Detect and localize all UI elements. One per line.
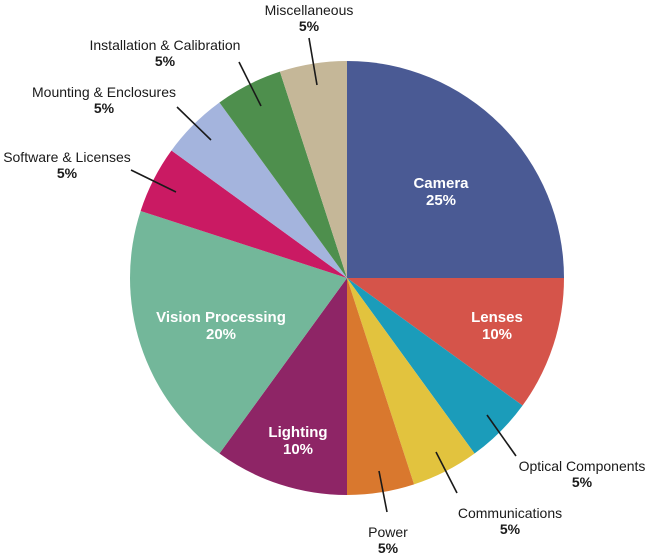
slice-percent-optical-components: 5% (572, 474, 593, 490)
slice-percent-communications: 5% (500, 521, 521, 537)
pie-slice-lighting (219, 278, 347, 495)
slice-percent-camera: 25% (426, 192, 456, 209)
slice-label-power: Power (368, 524, 408, 540)
pie-slice-mounting-and-enclosures (171, 102, 347, 278)
slice-percent-miscellaneous: 5% (299, 18, 320, 34)
slice-label-software-and-licenses: Software & Licenses (3, 149, 131, 165)
slice-percent-lenses: 10% (482, 326, 512, 343)
pie-slice-lenses (347, 278, 564, 406)
pie-slice-camera (347, 61, 564, 278)
slice-label-mounting-and-enclosures: Mounting & Enclosures (32, 84, 176, 100)
leader-line-mounting-and-enclosures (176, 106, 212, 141)
slice-label-lenses: Lenses (471, 309, 523, 326)
slice-percent-lighting: 10% (283, 441, 313, 458)
leader-line-software-and-licenses (130, 169, 177, 193)
pie-slice-optical-components (347, 278, 523, 454)
leader-line-optical-components (486, 414, 517, 457)
pie-slice-power (347, 278, 415, 495)
slice-label-camera: Camera (413, 175, 469, 192)
slice-percent-installation-and-calibration: 5% (155, 53, 176, 69)
leader-line-communications (435, 451, 458, 494)
leader-line-power (378, 470, 388, 513)
pie-slice-communications (347, 278, 475, 485)
pie-slice-installation-and-calibration (219, 71, 347, 279)
pie-slice-vision-processing (129, 210, 347, 454)
slice-label-installation-and-calibration: Installation & Calibration (90, 37, 241, 53)
slice-label-optical-components: Optical Components (519, 458, 646, 474)
leader-line-miscellaneous (308, 37, 318, 86)
pie-slice-software-and-licenses (140, 150, 347, 278)
slice-label-communications: Communications (458, 505, 562, 521)
slice-label-miscellaneous: Miscellaneous (265, 2, 354, 18)
leader-line-installation-and-calibration (238, 61, 262, 107)
slice-percent-power: 5% (378, 540, 399, 556)
pie-slice-miscellaneous (279, 61, 347, 278)
slice-percent-mounting-and-enclosures: 5% (94, 100, 115, 116)
slice-label-lighting: Lighting (268, 424, 327, 441)
slice-label-vision-processing: Vision Processing (156, 309, 286, 326)
slice-percent-vision-processing: 20% (206, 326, 236, 343)
slice-percent-software-and-licenses: 5% (57, 165, 78, 181)
